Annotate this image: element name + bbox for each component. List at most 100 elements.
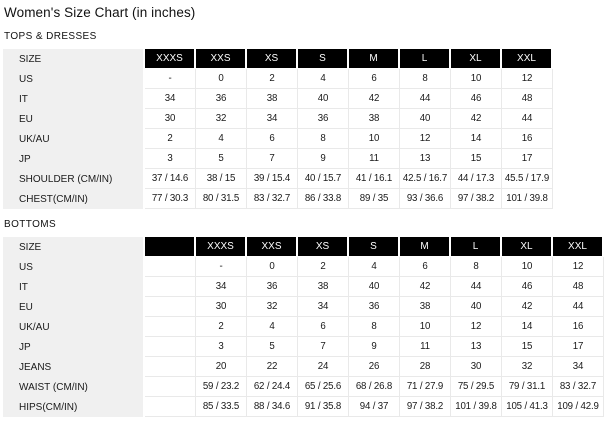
data-cell xyxy=(145,377,196,397)
data-cell: 17 xyxy=(502,149,553,169)
data-cell: 42 xyxy=(502,297,553,317)
data-cell: 36 xyxy=(196,89,247,109)
data-cell: 105 / 41.3 xyxy=(502,397,553,417)
data-cell: 36 xyxy=(247,277,298,297)
row-label-cell: CHEST(CM/IN) xyxy=(3,189,145,209)
size-header-cell: M xyxy=(349,49,400,69)
sections: TOPS & DRESSES SIZE XXXS XXS XS S M L XL XXL US -0 2… xyxy=(0,31,606,417)
size-header-row: SIZE XXXS XXS XS S M L XL XXL xyxy=(3,49,553,69)
table-row: UK/AU 2 4 6 8 10 12 14 16 xyxy=(3,129,553,149)
data-cell: 48 xyxy=(502,89,553,109)
data-cell: 6 xyxy=(400,257,451,277)
data-cell: 30 xyxy=(196,297,247,317)
data-cell: 4 xyxy=(298,69,349,89)
data-cell: 93 / 36.6 xyxy=(400,189,451,209)
row-label-cell: UK/AU xyxy=(3,317,145,337)
data-cell: 101 / 39.8 xyxy=(451,397,502,417)
data-cell: 109 / 42.9 xyxy=(553,397,604,417)
row-label-cell: IT xyxy=(3,89,145,109)
data-cell: 34 xyxy=(196,277,247,297)
section-label-bottoms: BOTTOMS xyxy=(4,219,57,230)
data-cell: 80 / 31.5 xyxy=(196,189,247,209)
data-cell: 12 xyxy=(502,69,553,89)
table-row: CHEST(CM/IN) 77 / 30.3 80 / 31.5 83 / 32.7 8… xyxy=(3,189,553,209)
data-cell: 9 xyxy=(298,149,349,169)
data-cell: 8 xyxy=(451,257,502,277)
data-cell: - xyxy=(196,257,247,277)
data-cell: 40 xyxy=(298,89,349,109)
size-header-cell: XXXS xyxy=(196,237,247,257)
data-cell: 12 xyxy=(400,129,451,149)
row-label-cell: SHOULDER (CM/IN) xyxy=(3,169,145,189)
size-header-row: SIZE XXXS XXS XS S M L XL XXL xyxy=(3,237,604,257)
size-header-cell: M xyxy=(400,237,451,257)
data-cell: 5 xyxy=(247,337,298,357)
data-cell: 40 / 15.7 xyxy=(298,169,349,189)
table-row: US -0 2 4 6 8 10 12 xyxy=(3,69,553,89)
data-cell: 41 / 16.1 xyxy=(349,169,400,189)
table-row: EU 30 32 34 36 38 40 42 44 xyxy=(3,297,604,317)
row-label-cell: US xyxy=(3,257,145,277)
size-header-cell: XS xyxy=(298,237,349,257)
data-cell: 0 xyxy=(196,69,247,89)
data-cell: 0 xyxy=(247,257,298,277)
data-cell: 39 / 15.4 xyxy=(247,169,298,189)
data-cell: 14 xyxy=(502,317,553,337)
data-cell: 7 xyxy=(298,337,349,357)
data-cell: 6 xyxy=(298,317,349,337)
size-header-cell: XL xyxy=(502,237,553,257)
data-cell: 101 / 39.8 xyxy=(502,189,553,209)
data-cell: 4 xyxy=(349,257,400,277)
data-cell: 40 xyxy=(451,297,502,317)
data-cell: 15 xyxy=(451,149,502,169)
row-label-cell: WAIST (CM/IN) xyxy=(3,377,145,397)
data-cell: 42 xyxy=(451,109,502,129)
data-cell: 13 xyxy=(400,149,451,169)
size-header-cell: XS xyxy=(247,49,298,69)
data-cell: 10 xyxy=(349,129,400,149)
row-label-cell: HIPS(CM/IN) xyxy=(3,397,145,417)
section-bottoms: BOTTOMS SIZE XXXS XXS XS S M L XL XXL US -0 2 4 6 8 10 12… xyxy=(0,219,606,417)
data-cell: 45.5 / 17.9 xyxy=(502,169,553,189)
data-cell: 9 xyxy=(349,337,400,357)
data-cell: 2 xyxy=(298,257,349,277)
data-cell xyxy=(145,277,196,297)
data-cell: 6 xyxy=(247,129,298,149)
data-cell: 65 / 25.6 xyxy=(298,377,349,397)
table-row: SHOULDER (CM/IN) 37 / 14.6 38 / 15 39 / 15.… xyxy=(3,169,553,189)
table-row: JP 3 5 7 9 11 13 15 17 xyxy=(3,337,604,357)
data-cell: 28 xyxy=(400,357,451,377)
data-cell: 62 / 24.4 xyxy=(247,377,298,397)
data-cell: 2 xyxy=(145,129,196,149)
table-row: US -0 2 4 6 8 10 12 xyxy=(3,257,604,277)
data-cell: 42 xyxy=(400,277,451,297)
table-row: JP 3 5 7 9 11 13 15 17 xyxy=(3,149,553,169)
size-header-cell xyxy=(145,237,196,257)
size-corner-cell: SIZE xyxy=(3,237,145,257)
size-header-cell: XXL xyxy=(502,49,553,69)
table-row: EU 30 32 34 36 38 40 42 44 xyxy=(3,109,553,129)
data-cell: 42 xyxy=(349,89,400,109)
data-cell: 36 xyxy=(298,109,349,129)
data-cell: 38 / 15 xyxy=(196,169,247,189)
data-cell: 68 / 26.8 xyxy=(349,377,400,397)
data-cell: 34 xyxy=(553,357,604,377)
data-cell: 46 xyxy=(502,277,553,297)
data-cell: 97 / 38.2 xyxy=(451,189,502,209)
table-row: IT 34 36 38 40 42 44 46 48 xyxy=(3,89,553,109)
data-cell: 38 xyxy=(298,277,349,297)
row-label-cell: JP xyxy=(3,149,145,169)
data-cell: 83 / 32.7 xyxy=(553,377,604,397)
row-label-cell: EU xyxy=(3,109,145,129)
size-header-cell: S xyxy=(298,49,349,69)
size-chart-page: Women's Size Chart (in inches) TOPS & DR… xyxy=(0,5,606,417)
data-cell: 86 / 33.8 xyxy=(298,189,349,209)
data-cell: 7 xyxy=(247,149,298,169)
data-cell: 36 xyxy=(349,297,400,317)
row-label-cell: JEANS xyxy=(3,357,145,377)
data-cell: 44 xyxy=(400,89,451,109)
data-cell: 2 xyxy=(247,69,298,89)
data-cell: 2 xyxy=(196,317,247,337)
data-cell: 89 / 35 xyxy=(349,189,400,209)
row-label-cell: UK/AU xyxy=(3,129,145,149)
